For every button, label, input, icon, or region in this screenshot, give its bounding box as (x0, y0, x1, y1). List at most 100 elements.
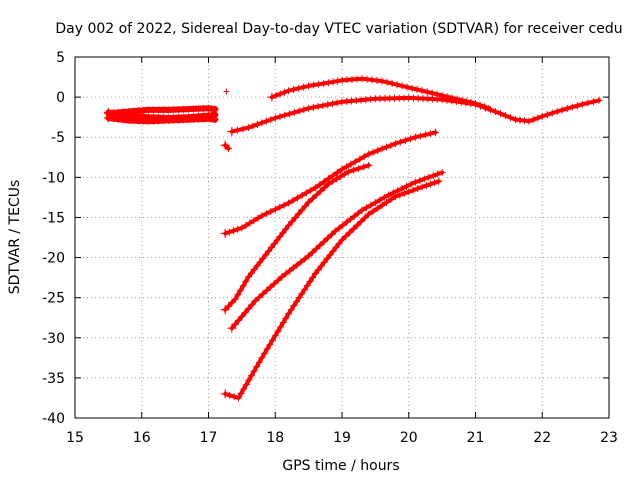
data-point-marker (242, 277, 250, 285)
data-point-marker (295, 210, 303, 218)
data-point-marker (237, 286, 245, 294)
data-point-marker (320, 79, 328, 87)
data-point-marker (362, 204, 370, 212)
data-point-marker (254, 214, 262, 222)
series-arc-to-20.4-low (220, 177, 443, 402)
data-point-marker (420, 175, 428, 183)
data-point-marker (387, 196, 395, 204)
x-tick-label: 22 (533, 430, 551, 446)
data-point-marker (119, 111, 127, 119)
y-tick-label: -40 (42, 411, 65, 427)
data-point-marker (225, 228, 233, 236)
data-point-marker (342, 163, 350, 171)
data-point-marker (380, 194, 388, 202)
data-point-marker (305, 104, 313, 112)
data-point-marker (315, 80, 323, 88)
data-point-marker (312, 245, 320, 253)
data-point-marker (433, 90, 441, 98)
data-point-marker (335, 240, 343, 248)
data-point-marker (391, 140, 399, 148)
data-point-marker (223, 143, 231, 151)
data-point-marker (259, 290, 267, 298)
data-point-marker (245, 273, 253, 281)
data-point-marker (497, 110, 505, 118)
data-point-marker (114, 110, 122, 118)
data-point-marker (453, 95, 461, 103)
data-point-marker (245, 305, 253, 313)
data-point-marker (267, 116, 275, 124)
data-point-marker (248, 301, 256, 309)
data-point-marker (250, 217, 258, 225)
data-point-marker (434, 170, 442, 178)
data-point-marker (337, 173, 345, 181)
data-point-marker (285, 199, 293, 207)
data-point-marker (411, 133, 419, 141)
data-point-marker (538, 112, 546, 120)
data-point-marker (407, 180, 415, 188)
y-tick-label: -20 (42, 251, 65, 267)
data-point-marker (258, 354, 266, 362)
data-point-marker (220, 228, 230, 238)
data-point-marker (320, 238, 328, 246)
data-point-marker (246, 219, 254, 227)
data-point-marker (272, 92, 280, 100)
data-point-marker (401, 136, 409, 144)
data-point-marker (363, 75, 371, 83)
data-point-marker (258, 212, 266, 220)
data-point-marker (341, 170, 349, 178)
data-point-marker (403, 182, 411, 190)
data-point-marker (262, 251, 270, 259)
data-point-marker (319, 102, 327, 110)
data-points (103, 75, 603, 402)
data-point-marker (298, 191, 306, 199)
data-point-marker (109, 109, 117, 117)
data-point-marker (228, 299, 236, 307)
data-point-marker (346, 229, 354, 237)
data-point-marker (378, 145, 386, 153)
data-point-marker (298, 206, 306, 214)
data-point-marker (448, 94, 456, 102)
data-point-marker (250, 367, 258, 375)
data-point-marker (329, 177, 337, 185)
data-point-marker (492, 108, 500, 116)
x-tick-label: 16 (133, 430, 151, 446)
data-point-marker (258, 119, 266, 127)
data-point-marker (235, 316, 243, 324)
data-point-marker (251, 297, 259, 305)
x-axis-label: GPS time / hours (282, 458, 399, 474)
series-trace (229, 170, 445, 331)
data-point-marker (428, 89, 436, 97)
data-point-marker (285, 221, 293, 229)
data-point-marker (360, 163, 368, 171)
data-point-marker (262, 210, 270, 218)
data-point-marker (349, 225, 357, 233)
data-point-marker (230, 393, 238, 401)
data-point-marker (227, 323, 237, 333)
data-point-marker (261, 349, 269, 357)
data-point-marker (357, 218, 365, 226)
data-point-marker (256, 258, 264, 266)
data-point-marker (405, 188, 413, 196)
data-point-marker (277, 323, 285, 331)
data-point-marker (529, 116, 537, 124)
data-point-marker (234, 291, 242, 299)
data-point-marker (242, 381, 250, 389)
data-point-marker (525, 117, 533, 125)
data-point-marker (438, 169, 446, 177)
data-point-marker (507, 114, 515, 122)
data-point-marker (358, 75, 366, 83)
data-point-marker (516, 116, 524, 124)
data-point-marker (578, 100, 586, 108)
data-point-marker (342, 232, 350, 240)
data-point-marker (313, 191, 321, 199)
y-tick-label: 5 (56, 50, 65, 66)
data-point-marker (273, 236, 281, 244)
data-point-marker (290, 302, 298, 310)
data-point-marker (334, 77, 342, 85)
data-point-marker (333, 175, 341, 183)
data-point-marker (271, 332, 279, 340)
x-tick-label: 21 (467, 430, 485, 446)
data-point-marker (323, 255, 331, 263)
series-arc-to-20.5 (227, 169, 446, 333)
data-point-marker (291, 214, 299, 222)
